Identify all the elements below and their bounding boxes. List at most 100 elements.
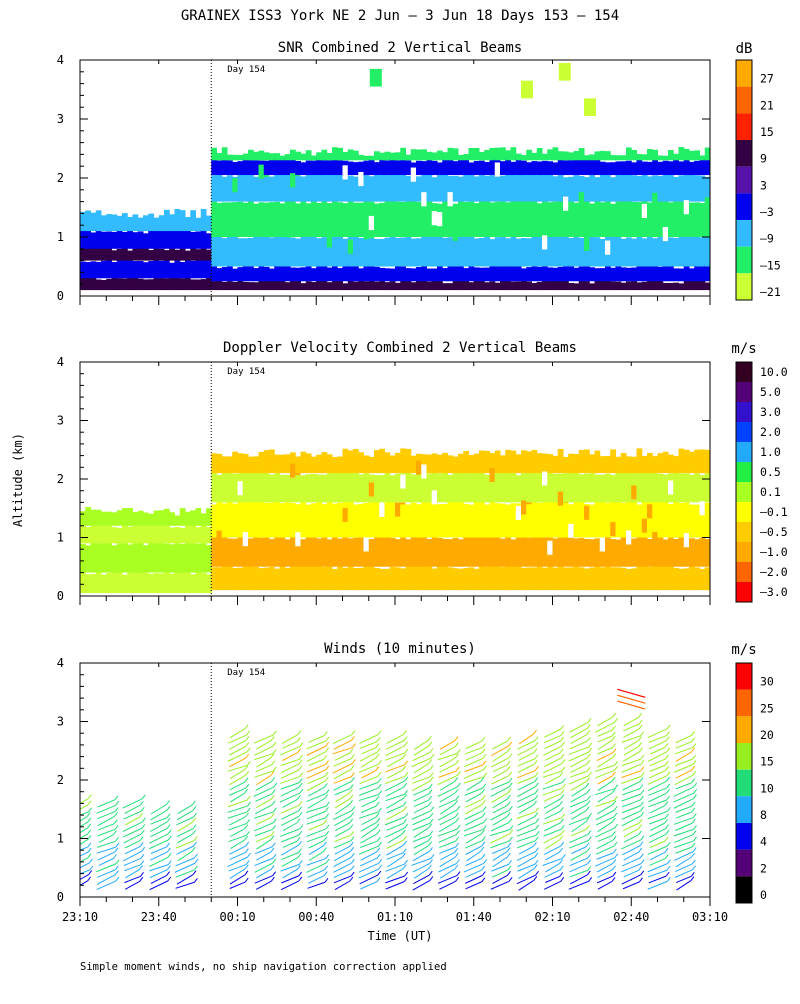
wind-barb-feather: [325, 824, 330, 830]
heatmap-cell: [452, 161, 459, 176]
wind-barb: [647, 728, 668, 739]
wind-barb-feather: [691, 818, 696, 824]
heatmap-cell: [647, 161, 653, 176]
heatmap-cell: [542, 160, 548, 176]
heatmap-cell: [337, 472, 343, 503]
wind-barb-feather: [401, 829, 406, 835]
wind-barb: [125, 868, 140, 879]
heatmap-cell: [379, 238, 385, 267]
wind-barb: [80, 833, 88, 840]
wind-barb: [649, 817, 666, 825]
wind-barb: [463, 769, 484, 780]
heatmap-cell: [300, 501, 307, 538]
colorbar-label: –3: [760, 205, 774, 219]
wind-barb-feather: [325, 830, 330, 836]
wind-barb-feather: [299, 824, 304, 830]
wind-barb-feather: [640, 772, 645, 777]
wind-barb: [229, 881, 246, 889]
day-marker-label: Day 154: [227, 65, 265, 75]
wind-barb-feather: [403, 736, 408, 741]
wind-barb: [674, 747, 693, 755]
wind-barb: [621, 839, 642, 850]
wind-barb-feather: [665, 871, 670, 877]
wind-barb: [622, 781, 641, 791]
heatmap-cell: [85, 507, 91, 526]
wind-barb-feather: [481, 841, 486, 847]
heatmap-cell: [531, 173, 538, 202]
heatmap-cell: [552, 567, 559, 591]
wind-barb: [571, 846, 587, 854]
heatmap-cell: [521, 238, 527, 267]
heatmap-cell: [599, 173, 606, 202]
heatmap-cell: [358, 452, 364, 474]
heatmap-cell: [190, 279, 196, 291]
heatmap-cell: [290, 566, 296, 591]
heatmap-cell: [599, 238, 606, 267]
heatmap-cell: [389, 475, 396, 503]
heatmap-cell: [80, 248, 86, 261]
wind-barb: [279, 746, 301, 756]
wind-barb-feather: [560, 724, 565, 730]
heatmap-cell: [242, 202, 249, 237]
heatmap-cell: [678, 200, 685, 237]
wind-barb-feather: [454, 777, 459, 782]
wind-barb: [623, 834, 639, 843]
wind-barb: [437, 774, 458, 786]
heatmap-cell: [531, 152, 538, 161]
wind-barb: [597, 804, 613, 815]
heatmap-cell: [468, 454, 475, 474]
heatmap-cell: [174, 209, 181, 232]
heatmap-cell: [673, 158, 679, 176]
wind-barb: [491, 775, 509, 785]
wind-barb-feather: [613, 841, 618, 847]
heatmap-cell: [179, 278, 186, 291]
wind-barb: [361, 805, 377, 813]
wind-barb: [227, 805, 248, 813]
colorbar-label: 0.1: [760, 485, 781, 499]
heatmap-cell: [699, 159, 706, 176]
wind-barb-feather: [482, 806, 487, 811]
wind-barb: [306, 862, 327, 873]
wind-barb-feather: [506, 801, 511, 807]
colorbar-swatch: [736, 689, 752, 717]
wind-barb: [228, 739, 247, 750]
wind-barb-feather: [588, 876, 593, 882]
wind-barb: [595, 721, 615, 733]
heatmap-cell: [689, 150, 695, 161]
heatmap-cell: [274, 454, 280, 474]
heatmap-cell: [90, 542, 97, 573]
x-tick-label: 01:10: [377, 910, 413, 924]
heatmap-cell: [605, 199, 611, 237]
wind-barb: [80, 862, 90, 869]
wind-barb: [648, 799, 667, 808]
heatmap-cell: [421, 472, 427, 503]
wind-barb: [439, 880, 456, 890]
wind-barb: [386, 822, 404, 831]
heatmap-cell: [689, 538, 695, 567]
heatmap-cell: [473, 280, 480, 291]
heatmap-cell: [95, 261, 102, 279]
heatmap-cell: [221, 281, 228, 291]
wind-barb-feather: [404, 741, 408, 747]
heatmap-cell: [290, 475, 296, 503]
wind-barb-feather: [586, 847, 591, 852]
heatmap-cell: [164, 278, 170, 291]
heatmap-cell: [337, 174, 343, 202]
heatmap-cell: [615, 161, 622, 176]
heatmap-cell: [127, 217, 133, 232]
wind-barb: [255, 793, 273, 802]
wind-barb-feather: [166, 817, 171, 823]
heatmap-cell: [668, 537, 674, 567]
heatmap-cell: [678, 268, 685, 282]
colorbar-label: 21: [760, 98, 774, 112]
heatmap-cell: [263, 177, 270, 202]
heatmap-cell: [479, 280, 485, 291]
wind-barb-feather: [507, 788, 512, 793]
wind-barb: [544, 728, 561, 738]
wind-barb-feather: [585, 782, 590, 788]
heatmap-cell: [626, 500, 632, 538]
wind-barb: [412, 880, 430, 891]
y-tick-label: 3: [57, 112, 64, 126]
heatmap-cell: [458, 279, 464, 291]
heatmap-cell: [132, 214, 139, 232]
